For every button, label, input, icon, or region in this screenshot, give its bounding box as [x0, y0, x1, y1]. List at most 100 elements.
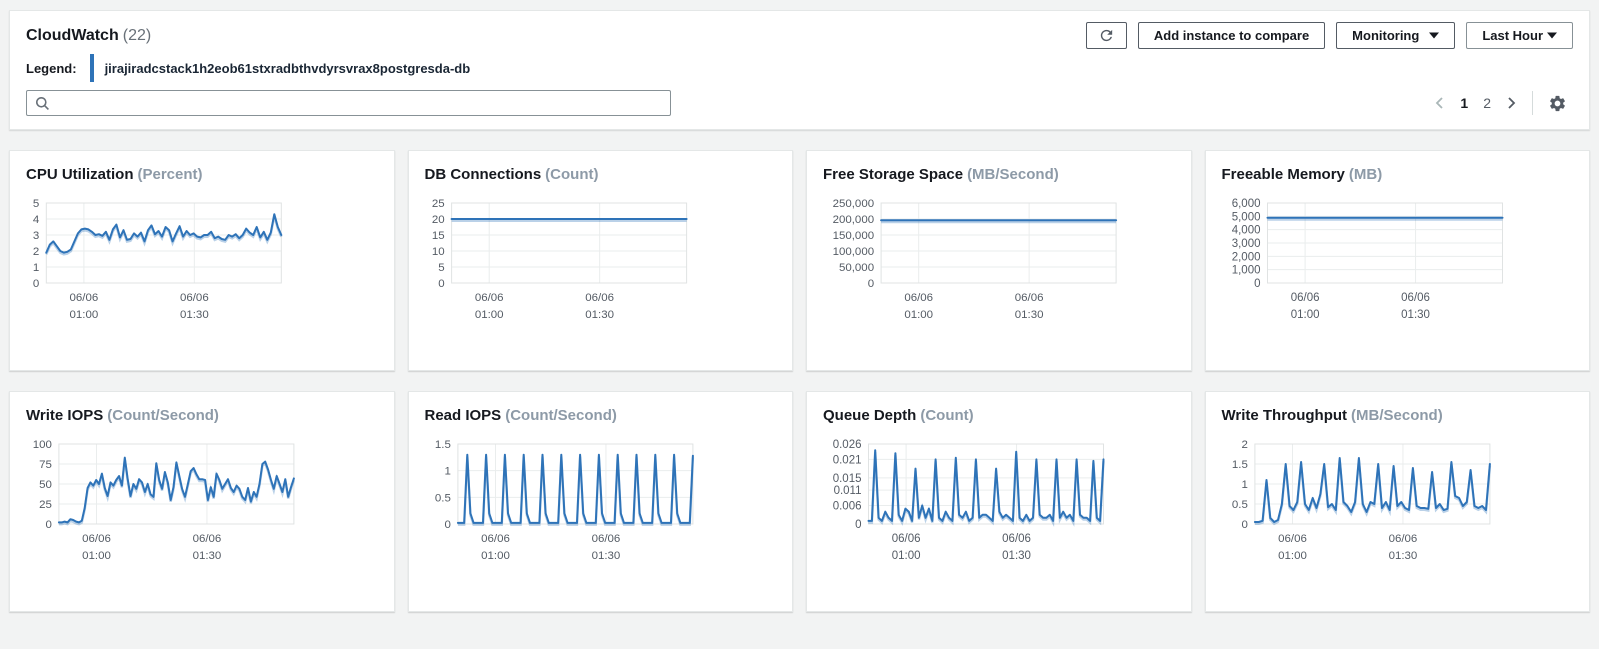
x-axis-tick-label: 01:00 — [892, 550, 921, 562]
y-axis-tick-label: 250,000 — [833, 198, 875, 210]
chart-card: DB Connections (Count) 0 5 10 15 20 25 06/06 01:0… — [407, 150, 793, 371]
chart-plot-area: 0 5 10 15 20 25 06/06 01:00 06/06 01:30 — [425, 197, 777, 330]
y-axis-tick-label: 2 — [1241, 439, 1247, 451]
plot-border — [456, 443, 693, 525]
chart-metric-name: Freeable Memory — [1221, 166, 1345, 183]
chart-plot-area: 0 0.006 0.011 0.015 0.021 0.026 06/06 01:00 06/0… — [823, 438, 1175, 571]
chart-title: Queue Depth (Count) — [823, 407, 1175, 424]
y-axis-tick-label: 1.5 — [1231, 459, 1247, 471]
y-axis-tick-label: 100 — [33, 439, 52, 451]
search-box[interactable] — [26, 90, 671, 116]
page-title: CloudWatch — [26, 26, 119, 44]
y-axis-tick-label: 50 — [39, 479, 52, 491]
chart-card: Free Storage Space (MB/Second) 0 50,000 100,… — [806, 150, 1192, 371]
header-actions: Add instance to compare Monitoring Last … — [1085, 22, 1573, 49]
y-axis-tick-label: 150,000 — [833, 230, 875, 242]
x-axis-tick-label: 06/06 — [70, 292, 99, 304]
chart-unit: (Percent) — [137, 166, 203, 183]
chart-line — [456, 453, 694, 524]
x-axis-tick-label: 06/06 — [1015, 292, 1044, 304]
y-axis-tick-label: 0.011 — [834, 485, 862, 497]
y-axis-tick-label: 1 — [1241, 479, 1247, 491]
plot-border — [880, 202, 1117, 284]
plot-border — [45, 202, 282, 284]
x-axis-tick-label: 06/06 — [591, 533, 620, 545]
y-axis-tick-label: 15 — [431, 230, 444, 242]
chart-title: Read IOPS (Count/Second) — [425, 407, 777, 424]
chevron-right-icon[interactable] — [1506, 96, 1517, 110]
refresh-button[interactable] — [1085, 22, 1127, 49]
x-axis-tick-label: 01:30 — [1015, 309, 1044, 321]
x-axis-tick-label: 06/06 — [474, 292, 503, 304]
chart-card: CPU Utilization (Percent) 0 1 2 3 4 5 06/06 01:00… — [9, 150, 395, 371]
title-wrap: CloudWatch (22) — [26, 27, 151, 45]
y-axis-tick-label: 50,000 — [839, 262, 874, 274]
y-axis-tick-label: 0 — [46, 519, 52, 531]
time-range-dropdown[interactable]: Last Hour — [1466, 22, 1573, 49]
legend-color-bar — [89, 54, 94, 82]
y-axis-tick-label: 3,000 — [1231, 238, 1260, 250]
y-axis-tick-label: 5 — [438, 262, 444, 274]
chart-plot-area: 0 1,000 2,000 3,000 4,000 5,000 6,000 06/06 01:0… — [1222, 197, 1574, 330]
chevron-left-icon[interactable] — [1434, 96, 1445, 110]
x-axis-tick-label: 01:30 — [591, 550, 620, 562]
y-axis-tick-label: 0.5 — [1231, 499, 1247, 511]
y-axis-tick-label: 0.015 — [833, 473, 862, 485]
y-axis-tick-label: 1 — [444, 466, 450, 478]
y-axis-tick-label: 1 — [33, 262, 39, 274]
y-axis-tick-label: 5 — [33, 198, 39, 210]
x-axis-tick-label: 06/06 — [481, 533, 510, 545]
y-axis-tick-label: 3 — [33, 230, 39, 242]
page-number-2[interactable]: 2 — [1483, 95, 1491, 111]
monitoring-dropdown[interactable]: Monitoring — [1336, 22, 1456, 49]
chart-title: Freeable Memory (MB) — [1222, 166, 1574, 183]
x-axis-tick-label: 06/06 — [1002, 533, 1031, 545]
y-axis-tick-label: 0.026 — [833, 439, 862, 451]
chart-plot-area: 0 25 50 75 100 06/06 01:00 06/06 01:30 — [26, 438, 378, 571]
chart-card: Freeable Memory (MB) 0 1,000 2,000 3,000 4,000… — [1204, 150, 1590, 371]
chart-unit: (Count) — [920, 407, 974, 424]
chart-title: Write Throughput (MB/Second) — [1222, 407, 1574, 424]
x-axis-tick-label: 06/06 — [1401, 292, 1430, 304]
legend-instance-name: jirajiradcstack1h2eob61stxradbthvdyrsvra… — [104, 60, 471, 76]
y-axis-tick-label: 2 — [33, 246, 39, 258]
header-card: CloudWatch (22) Add instance to compare M… — [9, 10, 1590, 130]
chart-plot-area: 0 0.5 1 1.5 2 06/06 01:00 06/06 01:30 — [1222, 438, 1574, 571]
chart-unit: (Count) — [545, 166, 599, 183]
chart-line — [867, 449, 1105, 522]
y-axis-tick-label: 0.021 — [833, 454, 862, 466]
chevron-down-icon — [1429, 32, 1440, 39]
y-axis-tick-label: 0 — [438, 278, 444, 290]
x-axis-tick-label: 01:30 — [585, 309, 614, 321]
search-input[interactable] — [57, 94, 662, 112]
y-axis-tick-label: 4,000 — [1231, 225, 1260, 237]
x-axis-tick-label: 01:00 — [904, 309, 933, 321]
y-axis-tick-label: 6,000 — [1231, 198, 1260, 210]
y-axis-tick-label: 25 — [431, 198, 444, 210]
y-axis-tick-label: 0 — [868, 278, 874, 290]
x-axis-tick-label: 06/06 — [892, 533, 921, 545]
y-axis-tick-label: 75 — [39, 459, 52, 471]
chart-metric-name: CPU Utilization — [26, 166, 134, 183]
chart-line — [45, 213, 283, 254]
x-axis-tick-label: 01:30 — [180, 309, 209, 321]
monitoring-label: Monitoring — [1352, 28, 1420, 43]
chart-plot-area: 0 1 2 3 4 5 06/06 01:00 06/06 01:30 — [26, 197, 378, 330]
chart-card: Read IOPS (Count/Second) 0 0.5 1 1.5 06/06 01:0… — [407, 391, 793, 612]
x-axis-tick-label: 01:30 — [1401, 309, 1430, 321]
y-axis-tick-label: 0 — [33, 278, 39, 290]
chart-title: CPU Utilization (Percent) — [26, 166, 378, 183]
page-number-1[interactable]: 1 — [1460, 95, 1469, 111]
plot-border — [1253, 443, 1490, 525]
x-axis-tick-label: 01:00 — [70, 309, 99, 321]
x-axis-tick-label: 01:30 — [193, 550, 222, 562]
settings-gear-icon[interactable] — [1548, 94, 1567, 113]
plot-border — [868, 443, 1104, 525]
legend-label: Legend: — [26, 60, 77, 76]
plot-border — [450, 202, 687, 284]
y-axis-tick-label: 100,000 — [833, 246, 875, 258]
chart-plot-area: 0 0.5 1 1.5 06/06 01:00 06/06 01:30 — [425, 438, 777, 571]
y-axis-tick-label: 2,000 — [1231, 251, 1260, 263]
pagination-divider — [1532, 91, 1533, 115]
add-instance-button[interactable]: Add instance to compare — [1137, 22, 1326, 49]
